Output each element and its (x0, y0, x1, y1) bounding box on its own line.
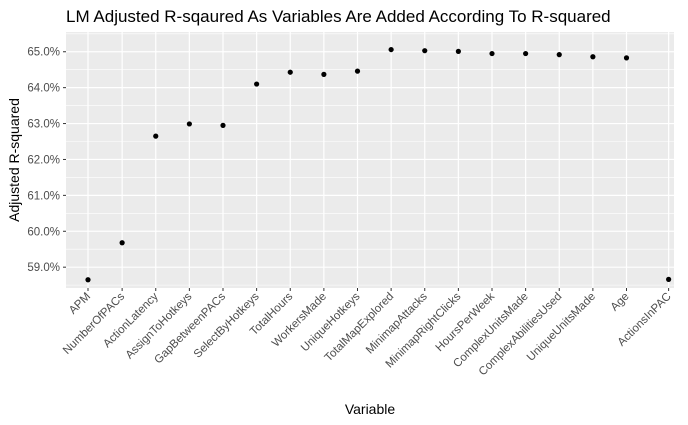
x-tick-label: UniqueHotkeys (299, 290, 363, 354)
y-tick-label: 62.0% (27, 154, 60, 166)
data-point-WorkersMade (321, 71, 327, 77)
y-tick-label: 65.0% (27, 47, 60, 59)
data-point-MinimapAttacks (422, 48, 428, 54)
grid-minor (66, 33, 674, 286)
data-point-HoursPerWeek (489, 50, 495, 57)
data-point-TotalHours (287, 69, 293, 75)
data-point-MinimapRightClicks (455, 48, 461, 54)
chart-title: LM Adjusted R-sqaured As Variables Are A… (66, 7, 611, 26)
x-axis-title: Variable (345, 401, 396, 417)
y-tick-label: 59.0% (27, 262, 60, 274)
y-tick-label: 61.0% (27, 190, 60, 202)
x-tick-label: HoursPerWeek (434, 290, 498, 354)
data-point-UniqueHotkeys (354, 68, 361, 74)
data-point-UniqueUnitsMade (590, 54, 596, 60)
data-point-GapBetweenPACs (220, 122, 226, 128)
x-axis: APMNumberOfPACsActionLatencyAssignToHotk… (61, 288, 674, 378)
x-tick-label: MinimapAttacks (364, 290, 430, 356)
data-point-AssignToHotkeys (186, 121, 192, 127)
data-point-APM (85, 277, 91, 283)
data-point-ComplexAbilitiesUsed (556, 52, 562, 58)
x-tick-label: Age (609, 291, 632, 314)
data-point-Age (623, 55, 630, 61)
y-axis-title: Adjusted R-squared (6, 98, 22, 222)
data-point-NumberOfPACs (119, 240, 125, 246)
data-points (85, 46, 672, 283)
data-point-TotalMapExplored (388, 46, 394, 53)
data-point-SelectByHotkeys (254, 81, 260, 87)
data-point-ActionLatency (153, 133, 159, 139)
grid-major (66, 32, 674, 288)
y-tick-label: 63.0% (27, 119, 60, 131)
data-point-ComplexUnitsMade (523, 50, 529, 57)
y-tick-label: 64.0% (27, 83, 60, 95)
x-tick-label: APM (67, 291, 93, 317)
y-axis: 59.0% 60.0% 61.0% 62.0% 63.0% 64.0% 65.0% (27, 47, 66, 274)
y-tick-label: 60.0% (27, 226, 60, 238)
data-point-ActionsInPAC (666, 276, 672, 282)
x-tick-label: NumberOfPACs (61, 290, 127, 356)
